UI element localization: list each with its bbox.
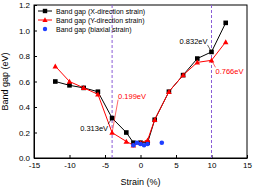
legend-label: Band gap (Y-direction strain): [56, 17, 144, 25]
x-tick: -10: [64, 155, 76, 170]
data-point: [160, 140, 165, 145]
annotation-arrow: [112, 100, 118, 133]
x-tick: 10: [208, 155, 217, 170]
data-point: [145, 142, 150, 147]
data-point: [67, 83, 72, 88]
y-tick: 0.6: [19, 78, 37, 87]
legend-label: Band gap (biaxial strain): [56, 26, 132, 34]
y-tick: 1.2: [19, 1, 37, 10]
series: [53, 39, 229, 147]
y-tick-mark: [34, 5, 37, 6]
x-tick: 15: [243, 155, 252, 170]
x-tick: 0: [139, 155, 144, 170]
y-tick-label: 0.8: [19, 52, 31, 61]
data-point: [166, 89, 172, 94]
data-point: [145, 137, 151, 142]
legend-marker: [43, 27, 47, 31]
x-tick-label: 10: [208, 161, 217, 170]
y-tick-mark: [34, 158, 37, 159]
data-point: [53, 63, 59, 68]
chart: -15 -10 -5 0 5 10 15 0.0 0.2 0.4 0.6 0.8 1.0 1.2 Strai…: [0, 0, 253, 189]
y-tick-label: 0.2: [19, 129, 31, 138]
x-tick-mark: [141, 155, 142, 158]
y-tick-label: 1.0: [19, 27, 31, 36]
legend: Band gap (X-direction strain)Band gap (Y…: [38, 8, 145, 34]
x-tick-label: -15: [29, 161, 41, 170]
data-point: [152, 117, 157, 122]
legend-label: Band gap (X-direction strain): [56, 8, 145, 16]
series-line: [55, 23, 225, 143]
plot-frame: [34, 5, 247, 158]
y-axis-title: Band gap (eV): [0, 52, 10, 110]
x-tick-mark: [105, 155, 106, 158]
legend-marker: [43, 9, 47, 13]
annotation-arrow: [208, 45, 212, 52]
series-line: [55, 42, 225, 145]
y-tick-label: 1.2: [19, 1, 31, 10]
annotations: 0.313eV 0.199eV 0.832eV 0.766eV: [80, 37, 243, 133]
data-point: [81, 86, 86, 91]
x-axis-line: [35, 158, 248, 159]
y-tick-label: 0.6: [19, 78, 31, 87]
x-tick-mark: [70, 155, 71, 158]
x-tick-label: 5: [174, 161, 179, 170]
data-point: [124, 139, 130, 144]
x-tick-label: -5: [102, 161, 110, 170]
x-tick: -5: [102, 155, 110, 170]
series: [131, 140, 164, 147]
data-point: [124, 130, 129, 135]
y-tick: 0.0: [19, 154, 37, 163]
annotation: 0.832eV: [180, 37, 208, 46]
plot-area: [53, 5, 229, 158]
x-axis: -15 -10 -5 0 5 10 15: [29, 155, 253, 170]
x-tick-label: 0: [139, 161, 144, 170]
data-point: [81, 85, 87, 90]
reference-line: [211, 5, 212, 158]
x-tick-label: 15: [243, 161, 252, 170]
legend-marker: [42, 17, 47, 22]
y-tick-mark: [34, 107, 37, 108]
annotation: 0.199eV: [118, 92, 146, 101]
annotation-arrow: [108, 118, 112, 124]
x-axis-title: Strain (%): [120, 177, 160, 187]
y-tick-mark: [34, 56, 37, 57]
data-point: [152, 117, 158, 122]
annotation: 0.313eV: [80, 124, 108, 133]
data-point: [223, 39, 229, 44]
data-point: [95, 91, 101, 96]
data-point: [223, 21, 228, 26]
y-tick: 0.2: [19, 129, 37, 138]
data-point: [209, 58, 215, 63]
y-tick-label: 0.0: [19, 154, 31, 163]
x-tick-mark: [247, 155, 248, 158]
y-tick: 0.4: [19, 103, 37, 112]
y-tick-label: 0.4: [19, 103, 31, 112]
x-tick-mark: [176, 155, 177, 158]
y-tick-mark: [34, 133, 37, 134]
x-tick: 5: [174, 155, 179, 170]
data-point: [110, 116, 115, 121]
x-tick-label: -10: [64, 161, 76, 170]
data-point: [195, 60, 201, 65]
y-tick-mark: [34, 31, 37, 32]
annotation-arrow: [212, 60, 216, 67]
data-point: [67, 79, 73, 84]
annotation: 0.766eV: [216, 67, 244, 76]
series: [53, 21, 228, 145]
y-tick-mark: [34, 82, 37, 83]
y-axis: 0.0 0.2 0.4 0.6 0.8 1.0 1.2: [19, 1, 37, 163]
data-point: [180, 72, 186, 77]
data-point: [53, 79, 58, 84]
y-tick: 1.0: [19, 27, 37, 36]
y-tick: 0.8: [19, 52, 37, 61]
